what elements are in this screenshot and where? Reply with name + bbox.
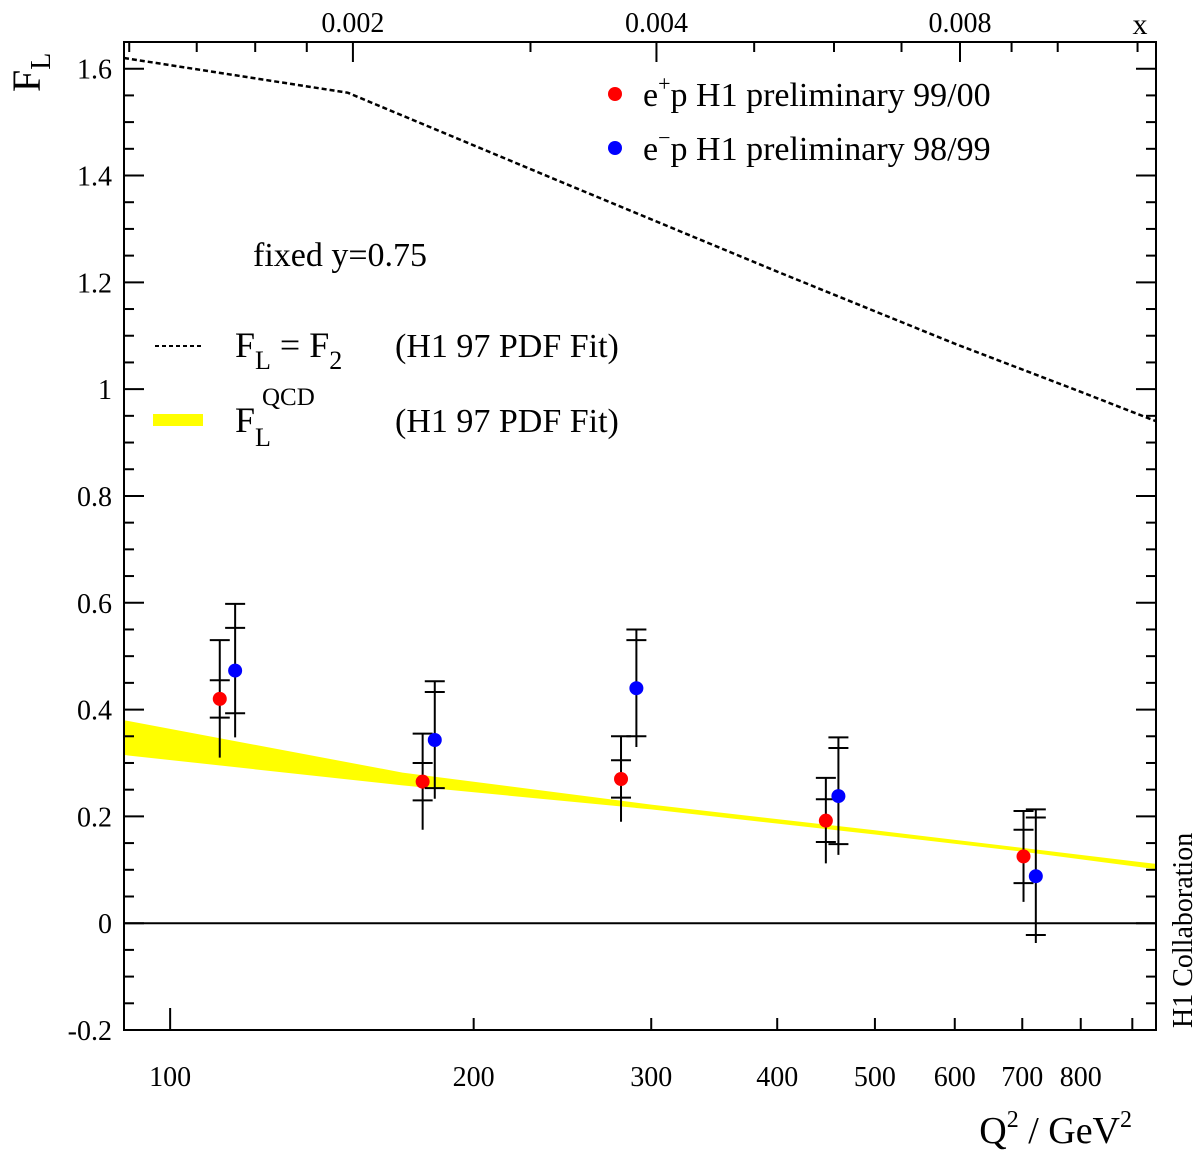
y-tick-label: 0.8	[77, 482, 112, 513]
data-point	[415, 774, 430, 789]
y-tick-label: 0.4	[77, 696, 112, 727]
data-point	[228, 663, 243, 678]
x-axis-ticks: 100 200 300 400 500 600 700 800	[123, 1008, 1134, 1093]
y-tick-label: 1.6	[77, 55, 112, 86]
curve-legend-band-sample	[153, 414, 203, 426]
plot-frame	[123, 41, 1157, 1031]
data-point	[1016, 849, 1031, 864]
x-tick-label: 500	[854, 1062, 896, 1093]
curve-legend-qcd-formula: FL	[235, 400, 271, 452]
data-point	[212, 691, 227, 706]
y-tick-label: 0.6	[77, 589, 112, 620]
data-point	[831, 789, 846, 804]
x-tick-label: 800	[1060, 1062, 1102, 1093]
x-tick-label: 200	[453, 1062, 495, 1093]
curve-legend-fl-f2-formula: FL = F2	[235, 325, 342, 375]
data-point	[629, 681, 644, 696]
qcd-band	[124, 720, 1156, 870]
qcd-band-layer	[124, 720, 1156, 870]
top-axis-ticks: 0.002 0.004 0.008	[128, 8, 1139, 62]
y-axis-ticks: -0.2 0 0.2 0.4 0.6 0.8 1 1.2 1.4 1.6	[68, 55, 1156, 1047]
x-tick-label: 300	[630, 1062, 672, 1093]
y-tick-label: 1.2	[77, 268, 112, 299]
plot-frame-rect	[123, 41, 1157, 1031]
legend-marker-red	[608, 87, 622, 101]
legend-label-eminus: e−p H1 preliminary 98/99	[643, 125, 991, 168]
curve-legend-qcd: FL QCD (H1 97 PDF Fit)	[153, 384, 619, 452]
y-tick-label: 1	[98, 375, 112, 406]
curve-legend-fl-f2-desc: (H1 97 PDF Fit)	[395, 328, 619, 365]
x-tick-label: 100	[149, 1062, 191, 1093]
top-axis-tick-label: 0.008	[928, 8, 991, 39]
data-point	[818, 813, 833, 828]
y-tick-label: 0	[98, 909, 112, 940]
curve-legend-fl-f2: FL = F2 (H1 97 PDF Fit)	[155, 325, 619, 375]
legend-entry-eminus: e−p H1 preliminary 98/99	[608, 125, 991, 168]
x-axis-title: Q2 / GeV2	[979, 1107, 1132, 1151]
data-points	[209, 602, 1046, 943]
side-collaboration-label: H1 Collaboration	[1168, 833, 1199, 1028]
data-point	[1028, 869, 1043, 884]
top-axis-tick-label: 0.002	[321, 8, 384, 39]
legend-label-eplus: e+p H1 preliminary 99/00	[643, 71, 991, 114]
data-point	[427, 733, 442, 748]
fl-f2-dashed-curve	[123, 56, 1157, 423]
y-tick-label: 0.2	[77, 802, 112, 833]
fl-f2-curve-layer	[123, 56, 1157, 423]
data-point	[614, 771, 629, 786]
curve-legend-qcd-sup: QCD	[262, 384, 315, 411]
legend-entry-eplus: e+p H1 preliminary 99/00	[608, 71, 991, 114]
y-tick-label: -0.2	[68, 1016, 112, 1047]
x-tick-label: 400	[756, 1062, 798, 1093]
top-axis-title: x	[1133, 8, 1148, 41]
curve-legend-qcd-desc: (H1 97 PDF Fit)	[395, 403, 619, 440]
legend-marker-blue	[608, 141, 622, 155]
fixed-y-annotation: fixed y=0.75	[253, 237, 427, 274]
y-tick-label: 1.4	[77, 162, 112, 193]
y-axis-title: FL	[4, 53, 57, 92]
x-tick-label: 600	[934, 1062, 976, 1093]
top-axis-tick-label: 0.004	[625, 8, 688, 39]
x-tick-label: 700	[1001, 1062, 1043, 1093]
